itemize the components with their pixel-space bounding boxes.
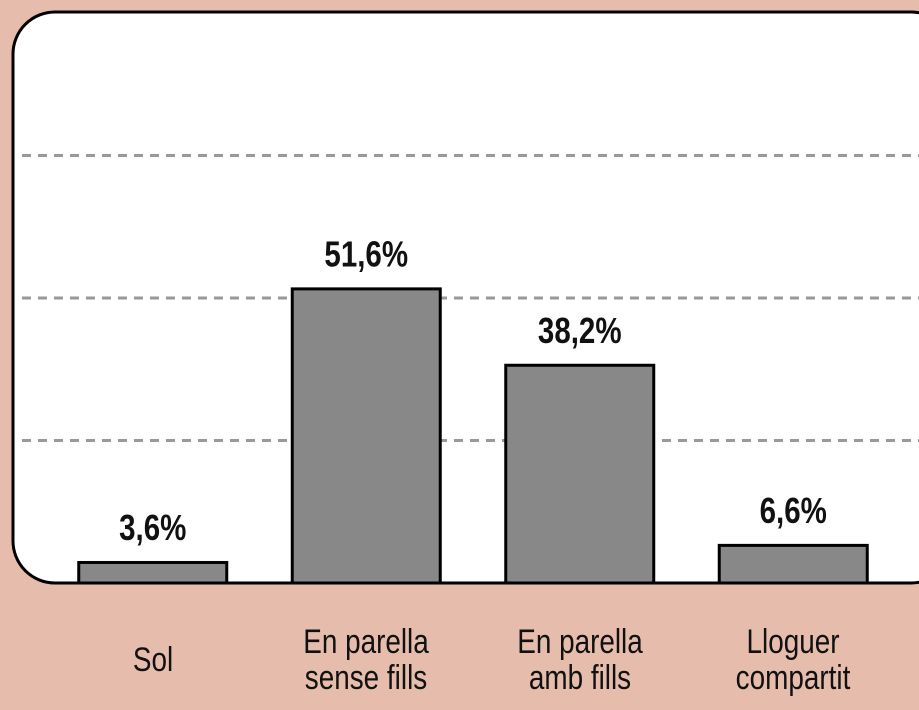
value-label: 3,6% (119, 507, 186, 547)
bar (717, 543, 869, 585)
value-label: 38,2% (538, 310, 622, 350)
value-label: 51,6% (324, 234, 408, 274)
x-tick-label: Sol (132, 641, 173, 679)
x-tick-label: Lloguer compartit (735, 623, 851, 697)
value-label: 6,6% (760, 490, 827, 530)
bar (504, 363, 656, 585)
plot-area (11, 10, 919, 585)
bar (77, 560, 229, 585)
bar (290, 287, 442, 585)
x-tick-label: En parella amb fills (516, 623, 643, 697)
x-tick-label: En parella sense fills (303, 623, 430, 697)
